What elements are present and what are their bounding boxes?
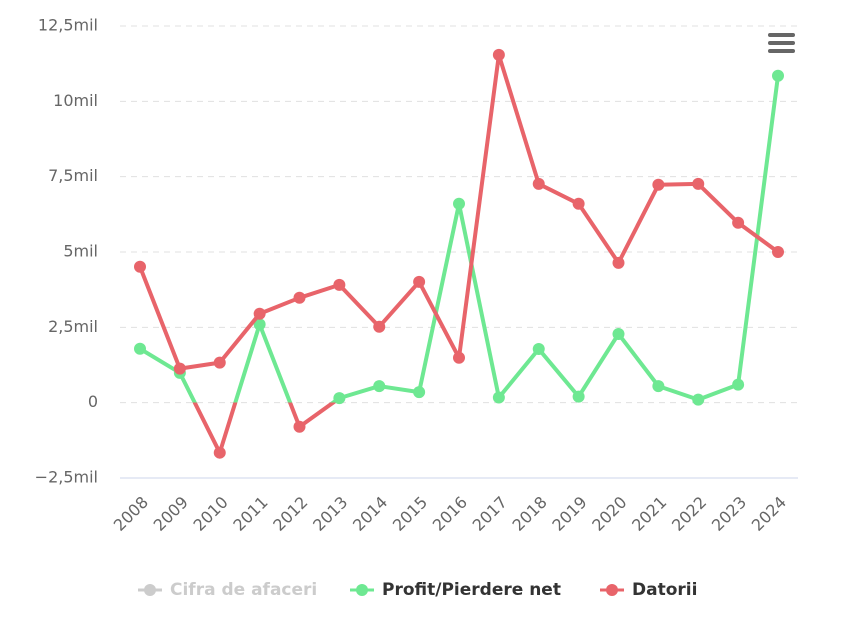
point-marker bbox=[572, 197, 585, 210]
point-marker bbox=[134, 342, 146, 355]
point-marker bbox=[333, 278, 346, 291]
point-marker bbox=[772, 69, 784, 82]
menu-bar bbox=[768, 33, 795, 37]
x-tick-label: 2009 bbox=[150, 493, 192, 535]
point-marker bbox=[492, 48, 505, 61]
point-marker bbox=[373, 320, 386, 333]
y-tick-label: −2,5mil bbox=[35, 468, 98, 487]
point-marker bbox=[692, 177, 705, 190]
y-tick-label: 10mil bbox=[53, 91, 98, 110]
point-marker bbox=[692, 393, 705, 406]
x-tick-label: 2008 bbox=[110, 493, 152, 535]
point-marker bbox=[213, 356, 226, 369]
point-marker bbox=[572, 390, 585, 403]
point-marker bbox=[134, 260, 146, 273]
x-tick-label: 2015 bbox=[389, 493, 431, 535]
point-marker bbox=[612, 256, 625, 269]
y-tick-label: 7,5mil bbox=[48, 166, 98, 185]
point-marker bbox=[373, 380, 386, 393]
point-marker bbox=[652, 178, 665, 191]
point-marker bbox=[293, 291, 306, 304]
point-marker bbox=[732, 378, 745, 391]
point-marker bbox=[612, 327, 625, 340]
legend-symbol bbox=[606, 584, 618, 596]
x-tick-label: 2010 bbox=[190, 493, 232, 535]
point-marker bbox=[253, 318, 266, 331]
legend-symbol bbox=[356, 584, 368, 596]
point-marker bbox=[333, 392, 346, 405]
legend-label: Cifra de afaceri bbox=[170, 580, 317, 600]
x-tick-label: 2017 bbox=[469, 493, 511, 535]
point-marker bbox=[772, 246, 784, 258]
point-marker bbox=[652, 380, 665, 393]
x-tick-label: 2020 bbox=[588, 493, 630, 535]
point-marker bbox=[413, 386, 426, 399]
x-tick-label: 2021 bbox=[628, 493, 670, 535]
point-marker bbox=[532, 177, 545, 190]
point-marker bbox=[732, 216, 745, 229]
legend-label: Profit/Pierdere net bbox=[382, 580, 561, 600]
point-marker bbox=[213, 446, 226, 459]
x-tick-label: 2023 bbox=[708, 493, 750, 535]
point-marker bbox=[253, 307, 266, 320]
legend-item[interactable]: Cifra de afaceri bbox=[138, 580, 317, 600]
series-line bbox=[138, 73, 780, 455]
point-marker bbox=[293, 420, 306, 433]
legend-item[interactable]: Profit/Pierdere net bbox=[350, 580, 561, 600]
point-marker bbox=[413, 275, 426, 288]
y-tick-label: 5mil bbox=[63, 242, 98, 261]
point-marker bbox=[173, 362, 186, 375]
x-tick-label: 2022 bbox=[668, 493, 710, 535]
y-tick-label: 12,5mil bbox=[38, 16, 98, 35]
y-tick-label: 2,5mil bbox=[48, 317, 98, 336]
x-tick-label: 2014 bbox=[349, 493, 391, 535]
x-tick-label: 2012 bbox=[269, 493, 311, 535]
menu-bar bbox=[768, 41, 795, 45]
menu-bar bbox=[768, 49, 795, 53]
x-tick-label: 2011 bbox=[229, 493, 271, 535]
x-tick-label: 2024 bbox=[748, 493, 790, 535]
point-marker bbox=[532, 343, 545, 356]
y-tick-label: 0 bbox=[88, 392, 98, 411]
x-tick-label: 2019 bbox=[548, 493, 590, 535]
x-tick-label: 2018 bbox=[509, 493, 551, 535]
menu-button[interactable] bbox=[768, 33, 795, 53]
point-marker bbox=[492, 391, 505, 404]
legend-item[interactable]: Datorii bbox=[600, 580, 697, 600]
point-marker bbox=[453, 197, 465, 210]
x-tick-label: 2016 bbox=[429, 493, 471, 535]
point-marker bbox=[453, 351, 465, 364]
legend-label: Datorii bbox=[632, 580, 697, 600]
x-tick-label: 2013 bbox=[309, 493, 351, 535]
legend-symbol bbox=[144, 584, 156, 596]
